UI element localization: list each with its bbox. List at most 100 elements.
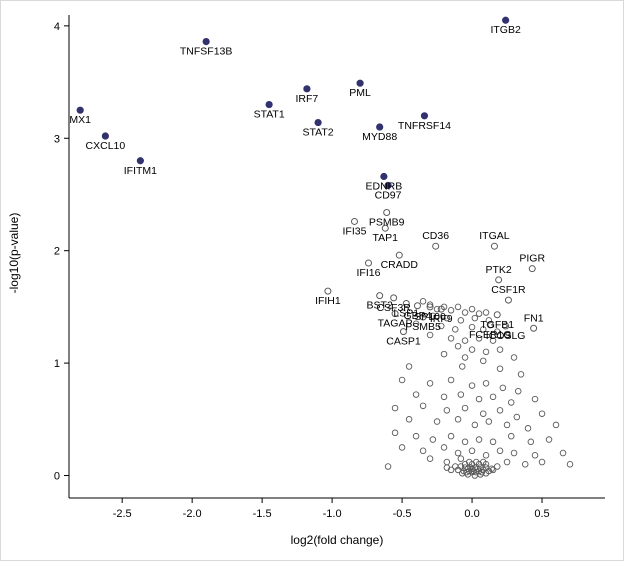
labeled-open-point — [432, 242, 440, 250]
data-point — [566, 461, 574, 468]
data-point — [468, 382, 476, 389]
labeled-open-point — [504, 296, 512, 304]
labeled-open-point — [391, 310, 399, 318]
significant-point — [265, 100, 273, 109]
data-point — [443, 464, 451, 471]
data-point — [496, 365, 504, 372]
point-label: ICOSLG — [486, 330, 526, 342]
point-label: EDNRB — [365, 180, 402, 192]
data-point — [440, 393, 448, 401]
data-point — [447, 335, 455, 342]
data-point — [475, 395, 483, 403]
point-label: IRF9 — [430, 313, 453, 325]
data-point — [531, 395, 539, 403]
labeled-open-point — [390, 294, 398, 302]
data-point — [482, 452, 490, 459]
point-label: IFI35 — [343, 225, 367, 237]
data-point — [493, 463, 501, 470]
data-point — [443, 458, 451, 466]
point-label: FCER1G — [469, 329, 512, 341]
data-point — [468, 323, 476, 331]
data-point — [517, 371, 525, 378]
data-point — [475, 310, 483, 317]
significant-point — [380, 172, 388, 181]
x-tick-label: 0.5 — [534, 508, 549, 520]
point-label: ITGAL — [479, 230, 510, 242]
data-point — [461, 404, 469, 412]
significant-point — [502, 16, 510, 24]
data-point — [485, 418, 493, 425]
data-point — [552, 421, 560, 429]
x-tick-label: -2.5 — [113, 508, 132, 520]
data-point — [412, 320, 420, 328]
data-point — [479, 410, 487, 417]
significant-point — [376, 123, 384, 131]
point-label: IFI16 — [357, 267, 381, 279]
point-label: PTK2 — [486, 264, 512, 276]
data-point — [531, 452, 539, 459]
point-label: STAT1 — [254, 109, 285, 121]
data-point — [507, 399, 515, 406]
data-point — [482, 380, 490, 387]
y-tick-label: 0 — [54, 471, 60, 483]
data-point — [489, 337, 497, 344]
point-label: CSF1R — [491, 284, 526, 296]
labeled-open-point — [502, 322, 510, 330]
significant-point — [420, 112, 429, 120]
labeled-open-point — [486, 321, 494, 329]
point-label: IFITM1 — [124, 165, 157, 177]
data-point — [489, 438, 497, 446]
point-label: CXCL10 — [86, 140, 126, 152]
significant-point — [356, 79, 364, 87]
data-point — [426, 301, 434, 308]
data-point — [545, 436, 553, 443]
data-point — [514, 387, 522, 395]
data-point — [479, 458, 487, 466]
data-point — [510, 354, 518, 361]
data-point — [419, 447, 427, 455]
labeled-open-point — [350, 217, 358, 225]
y-tick-label: 2 — [54, 246, 60, 258]
point-label: PSMB5 — [405, 321, 441, 333]
y-tick-label: 4 — [54, 21, 60, 33]
data-point — [496, 447, 504, 455]
data-point — [479, 357, 487, 365]
labeled-open-point — [490, 242, 498, 250]
point-label: GBP4 — [403, 310, 431, 322]
data-point — [447, 307, 455, 314]
data-point — [405, 416, 413, 423]
data-point — [433, 418, 441, 425]
labeled-open-point — [419, 313, 427, 321]
data-point — [459, 363, 466, 370]
significant-point — [303, 85, 311, 93]
data-point — [426, 380, 434, 387]
data-point — [521, 461, 529, 468]
data-point — [489, 466, 497, 474]
data-point — [447, 376, 455, 384]
labeled-open-point — [426, 303, 434, 311]
point-label: SP100 — [414, 311, 446, 323]
point-label: TNFSF13B — [180, 46, 233, 58]
data-point — [507, 432, 515, 440]
labeled-open-point — [381, 224, 389, 232]
data-point — [471, 314, 479, 322]
data-point — [485, 317, 493, 324]
data-point — [440, 350, 448, 358]
points-layer — [76, 16, 574, 479]
data-point — [452, 326, 459, 333]
data-point — [459, 470, 466, 477]
data-point — [457, 391, 465, 398]
data-point — [438, 322, 445, 330]
data-point — [468, 305, 476, 313]
point-label: CD36 — [422, 230, 449, 242]
data-point — [454, 416, 462, 423]
data-point — [454, 342, 462, 350]
data-point — [419, 402, 427, 410]
labeled-open-point — [437, 305, 445, 313]
point-label: CD97 — [375, 189, 402, 201]
data-point — [510, 449, 518, 457]
x-tick-label: -1.5 — [253, 508, 272, 520]
data-point — [412, 391, 420, 398]
data-point — [482, 348, 490, 356]
labeled-open-point — [399, 328, 407, 336]
